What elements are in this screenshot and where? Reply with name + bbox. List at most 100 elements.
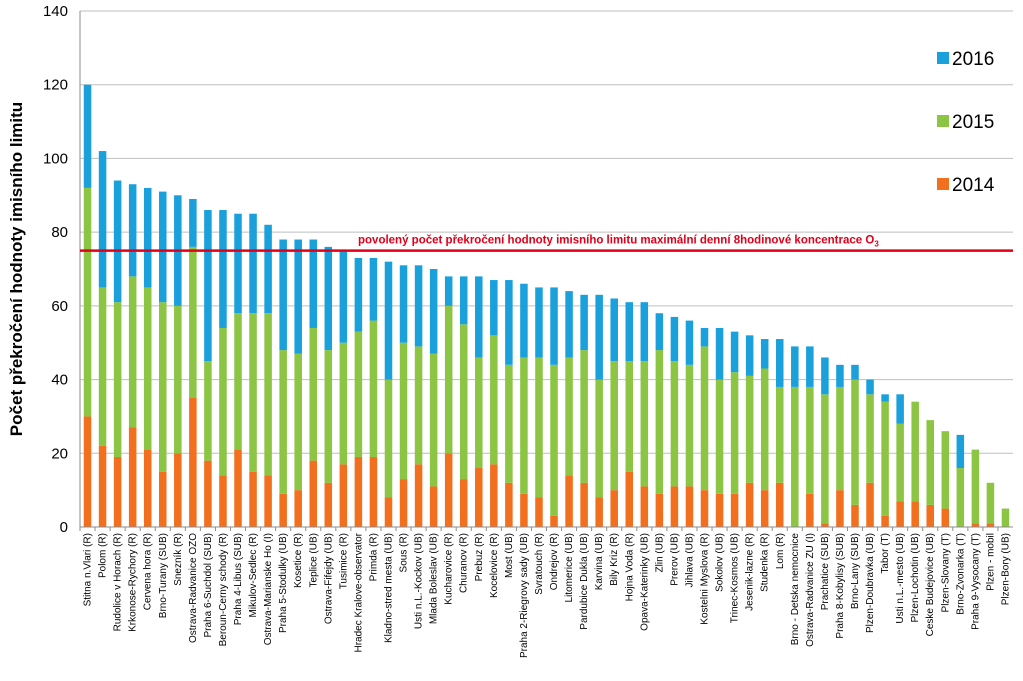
x-tick-label: Ondrejov (R) — [549, 533, 560, 590]
bar-segment-2016 — [685, 320, 694, 365]
bar-segment-2015 — [745, 375, 754, 483]
bar-segment-2014 — [444, 453, 453, 527]
bar-segment-2016 — [264, 224, 272, 314]
bar-segment-2016 — [399, 265, 408, 343]
legend-swatch-2016 — [937, 52, 949, 64]
bar-segment-2014 — [821, 523, 829, 527]
bar-segment-2016 — [339, 250, 348, 343]
bar-segment-2014 — [700, 490, 709, 527]
bar-segment-2015 — [610, 361, 618, 491]
x-tick-label: Plzen - mobil — [985, 533, 996, 591]
bar-segment-2016 — [956, 434, 965, 469]
bar-segment-2016 — [249, 213, 257, 314]
bar-segment-2014 — [113, 456, 122, 527]
bar-segment-2015 — [399, 342, 408, 480]
y-tick-label: 20 — [51, 445, 68, 462]
bar-segment-2016 — [655, 313, 664, 351]
x-tick-label: Plzen-Bory (UB) — [1000, 533, 1011, 605]
x-tick-label: Ostrava-Radvanice ZU (I) — [805, 533, 816, 647]
y-tick-label: 40 — [51, 372, 68, 389]
bar-segment-2014 — [911, 501, 919, 527]
bar-segment-2015 — [505, 364, 513, 483]
x-tick-label: Usti n.L.-mesto (UB) — [895, 533, 906, 624]
x-tick-label: Praha 6-Suchdol (SUB) — [203, 533, 214, 638]
x-tick-label: Beroun-Cerny schody (R) — [218, 533, 229, 646]
bar-segment-2015 — [490, 335, 498, 465]
bar-segment-2014 — [535, 497, 543, 527]
x-tick-label: Tabor (T) — [880, 533, 891, 574]
y-tick-label: 100 — [43, 150, 68, 167]
bar-segment-2016 — [775, 339, 784, 387]
bar-segment-2014 — [851, 504, 859, 527]
x-tick-label: Litomerice (UB) — [564, 533, 575, 602]
bar-segment-2016 — [113, 180, 122, 303]
x-tick-label: Plzen-Doubravka (UB) — [865, 533, 876, 633]
bar-segment-2014 — [414, 464, 423, 527]
x-tick-label: Stitna n.Vlari (R) — [83, 533, 94, 606]
bar-segment-2015 — [986, 482, 995, 524]
bar-segment-2014 — [490, 464, 498, 527]
y-axis-label: Počet překročení hodnoty imisního limitu — [7, 102, 26, 436]
bar-segment-2016 — [745, 335, 754, 376]
bar-segment-2014 — [610, 490, 618, 527]
bar-segment-2014 — [98, 445, 107, 527]
limit-annotation-text: povolený počet překročení hodnoty imisní… — [358, 235, 874, 247]
x-tick-label: Prerov (UB) — [669, 533, 680, 586]
bar-segment-2014 — [369, 456, 378, 527]
y-tick-label: 0 — [60, 519, 68, 536]
bar-segment-2016 — [730, 331, 739, 373]
bar-segment-2014 — [595, 497, 603, 527]
bar-segment-2014 — [429, 486, 438, 527]
bar-segment-2014 — [189, 398, 197, 527]
bar-segment-2014 — [760, 490, 769, 527]
bar-segment-2014 — [128, 427, 137, 527]
x-tick-label: Ceske Budejovice (UB) — [925, 533, 936, 636]
x-tick-label: Brno-Turany (SUB) — [158, 533, 169, 618]
bar-segment-2015 — [324, 350, 333, 483]
bar-segment-2015 — [83, 187, 92, 417]
bar-segment-2014 — [896, 501, 904, 527]
x-tick-label: Polom (R) — [98, 533, 109, 578]
bar-segment-2016 — [490, 280, 498, 336]
x-tick-label: Most (UB) — [504, 533, 515, 578]
bar-segment-2014 — [324, 482, 333, 527]
x-tick-label: Praha 8-Kobylisy (SUB) — [835, 533, 846, 639]
bar-segment-2014 — [204, 460, 212, 527]
x-tick-label: Brno - Detska nemocnice — [790, 533, 801, 646]
axes — [79, 11, 1013, 531]
bar-segment-2016 — [414, 265, 423, 347]
bar-segment-2015 — [113, 302, 122, 457]
bar-segment-2016 — [640, 302, 649, 362]
bar-segment-2015 — [444, 305, 453, 454]
bar-segment-2014 — [339, 464, 348, 527]
legend-swatch-2015 — [937, 115, 949, 127]
bar-segment-2014 — [399, 479, 408, 527]
bar-segment-2015 — [414, 346, 423, 465]
x-tick-label: Prebuz (R) — [474, 533, 485, 581]
x-tick-label: Mikulov-Sedlec (R) — [248, 533, 259, 617]
bar-segment-2015 — [640, 361, 649, 487]
bar-segment-2014 — [505, 482, 513, 527]
bar-segment-2015 — [204, 361, 212, 461]
x-tick-label: Trinec-Kosmos (UB) — [730, 533, 741, 623]
y-tick-label: 140 — [43, 3, 68, 20]
bar-segment-2016 — [806, 346, 814, 387]
x-tick-label: Krkonose-Rychory (R) — [128, 533, 139, 632]
bar-segment-2016 — [715, 327, 724, 380]
bar-segment-2014 — [640, 486, 649, 527]
bar-segment-2016 — [535, 287, 543, 358]
bar-segment-2014 — [234, 449, 242, 527]
bar-segment-2016 — [128, 184, 137, 277]
bar-segment-2014 — [971, 523, 980, 527]
bar-segment-2016 — [670, 316, 679, 362]
bar-segment-2015 — [143, 287, 152, 450]
bar-segment-2015 — [174, 305, 182, 454]
x-tick-label: Praha 4-Libus (SUB) — [233, 533, 244, 625]
bar-segment-2014 — [685, 486, 694, 527]
bar-segment-2014 — [745, 482, 754, 527]
bar-segment-2016 — [354, 257, 363, 332]
bar-segment-2016 — [610, 298, 618, 362]
bar-segment-2015 — [836, 386, 844, 491]
bar-segment-2016 — [505, 280, 513, 365]
